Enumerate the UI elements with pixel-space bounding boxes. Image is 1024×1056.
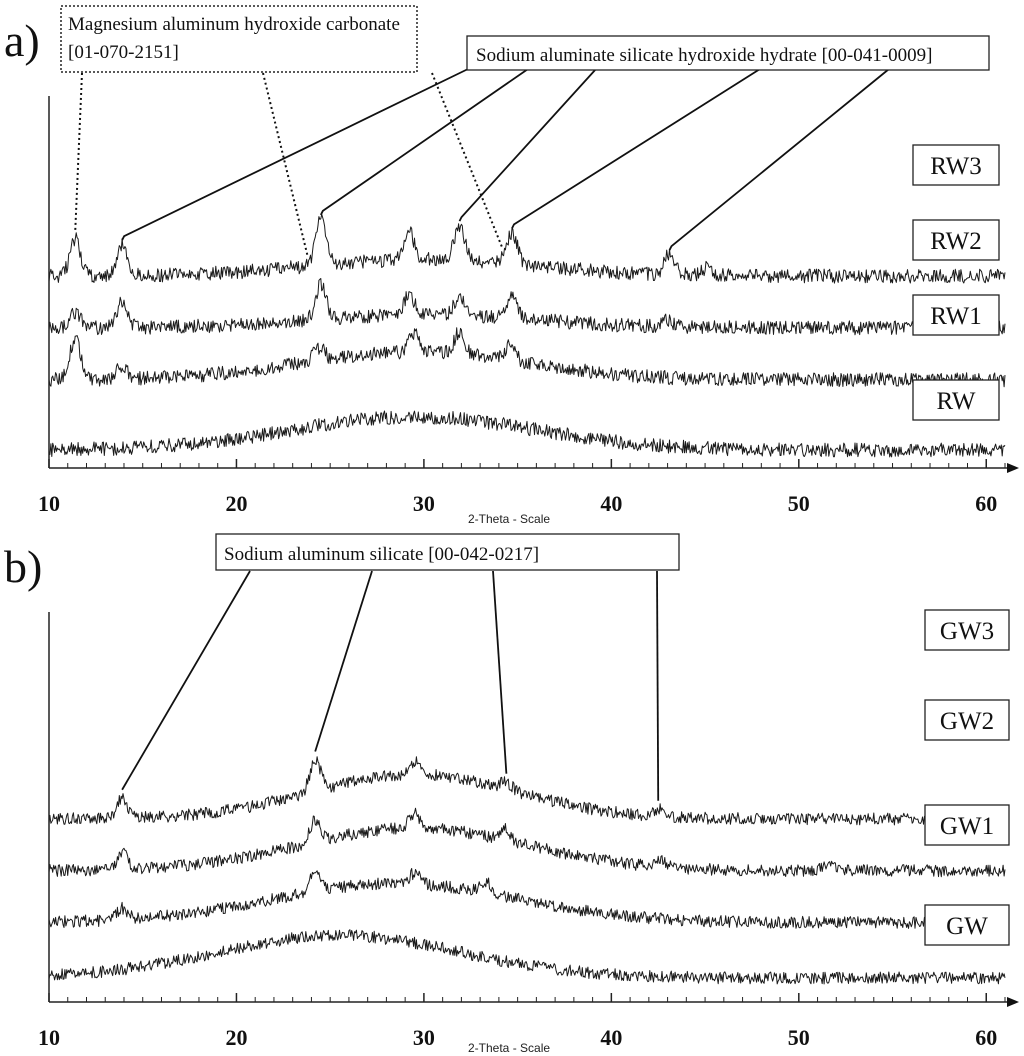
panel-a-boxes: Magnesium aluminum hydroxide carbonate [… [60, 5, 990, 73]
trace-label-rw3: RW3 [930, 153, 981, 180]
na-al-silicate-annotation-box [215, 533, 680, 571]
annotation-leader-line [458, 68, 597, 222]
annotation-leader-line [431, 72, 504, 250]
trace-label-box-gw3 [924, 609, 1010, 651]
panel-a-trace-labels: RW3 RW2 RW1 RW [912, 144, 1000, 421]
x-tick-label-30: 30 [413, 1025, 435, 1050]
x-tick-label-60: 60 [975, 491, 997, 516]
trace-label-gw1: GW1 [940, 813, 994, 840]
x-tick-label-40: 40 [600, 1025, 622, 1050]
x-tick-label-10: 10 [38, 491, 60, 516]
x-tick-label-50: 50 [788, 491, 810, 516]
annotation-leader-line [262, 72, 309, 257]
annotation-leader-line [74, 72, 83, 232]
annotation-leader-line [492, 570, 508, 774]
trace-label-box-rw2 [912, 219, 1000, 261]
trace-label-box-gw [924, 904, 1010, 946]
panel-b: b) 10 20 30 40 50 60 Sodium aluminum silicate… [4, 533, 1019, 1055]
trace-label-rw: RW [937, 388, 976, 415]
trace-gw [48, 929, 1006, 985]
x-tick-label-20: 20 [225, 1025, 247, 1050]
annotation-leader-line [656, 570, 660, 801]
annotation-leader-line [319, 68, 529, 216]
x-tick-label-40: 40 [600, 491, 622, 516]
x-tick-label-20: 20 [225, 491, 247, 516]
trace-label-box-rw3 [912, 144, 1000, 186]
panel-a-label: a) [4, 15, 40, 66]
annotation-leader-line [314, 570, 373, 752]
trace-label-box-gw2 [924, 699, 1010, 741]
mg-al-annotation-line1: Magnesium aluminum hydroxide carbonate [68, 14, 400, 35]
panel-b-trace-labels: GW3 GW2 GW1 GW [924, 609, 1010, 946]
panel-a-x-axis-title: 2-Theta - Scale [468, 512, 550, 526]
annotation-leader-line [511, 68, 761, 229]
panel-b-axes: 10 20 30 40 50 60 [38, 612, 1019, 1050]
x-tick-label-10: 10 [38, 1025, 60, 1050]
panel-a-x-axis-arrow [1007, 463, 1019, 473]
trace-rw3 [48, 213, 1006, 284]
panel-a: a) 10 20 30 40 50 60 Magnesium aluminum hydro… [4, 5, 1019, 526]
trace-label-gw2: GW2 [940, 708, 994, 735]
panel-b-traces [48, 756, 1006, 985]
panel-a-axes: 10 20 30 40 50 60 [38, 96, 1019, 516]
panel-b-x-axis-arrow [1007, 997, 1019, 1007]
panel-b-leaders [121, 570, 660, 801]
annotation-leader-line [668, 68, 890, 251]
panel-b-x-axis-title: 2-Theta - Scale [468, 1041, 550, 1055]
trace-label-box-rw1 [912, 294, 1000, 336]
trace-label-gw3: GW3 [940, 618, 994, 645]
annotation-leader-line [121, 68, 469, 241]
trace-gw2 [48, 807, 1006, 878]
trace-label-rw1: RW1 [930, 303, 981, 330]
trace-rw1 [48, 327, 1006, 388]
x-tick-label-30: 30 [413, 491, 435, 516]
mg-al-annotation-line2: [01-070-2151] [68, 42, 179, 63]
trace-rw [48, 410, 1006, 458]
trace-label-gw: GW [946, 913, 988, 940]
na-al-silicate-annotation-text: Sodium aluminum silicate [00-042-0217] [224, 544, 539, 565]
trace-rw2 [48, 278, 1006, 336]
trace-label-box-rw [912, 379, 1000, 421]
annotation-leader-line [121, 570, 251, 791]
na-al-annotation-text: Sodium aluminate silicate hydroxide hydr… [476, 45, 932, 66]
panel-a-traces [48, 213, 1006, 458]
panel-b-boxes: Sodium aluminum silicate [00-042-0217] [215, 533, 680, 571]
trace-gw1 [48, 868, 1006, 929]
trace-gw3 [48, 756, 1006, 826]
trace-label-box-gw1 [924, 804, 1010, 846]
trace-label-rw2: RW2 [930, 228, 981, 255]
mg-al-annotation-box [60, 5, 418, 73]
panel-a-leaders [74, 68, 890, 257]
x-tick-label-50: 50 [788, 1025, 810, 1050]
x-tick-label-60: 60 [975, 1025, 997, 1050]
panel-b-label: b) [4, 541, 42, 592]
na-al-annotation-box [466, 35, 990, 71]
